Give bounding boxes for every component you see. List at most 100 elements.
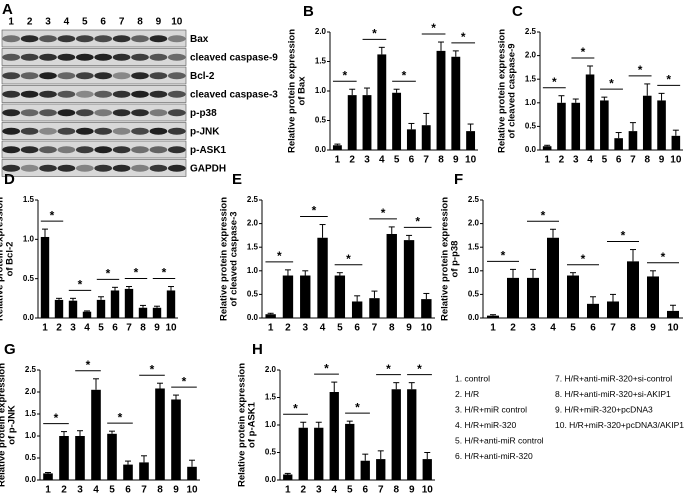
blot-band <box>20 109 39 117</box>
x-tick-label: 10 <box>186 485 198 495</box>
bar <box>329 392 339 480</box>
x-tick-label: 5 <box>109 485 115 495</box>
blot-band <box>112 53 131 61</box>
y-tick-label: 1.0 <box>265 420 277 429</box>
x-tick-label: 4 <box>331 485 337 495</box>
bar <box>436 50 446 150</box>
y-tick-label: 0.5 <box>525 122 537 131</box>
bar <box>107 433 117 480</box>
bar <box>360 460 370 480</box>
bar <box>283 474 293 480</box>
x-tick-label: 1 <box>285 485 291 495</box>
bar <box>282 275 294 318</box>
x-tick-label: 3 <box>316 485 322 495</box>
legend-entry: 2. H/R <box>455 389 479 399</box>
significance-star: * <box>134 266 139 280</box>
significance-star: * <box>381 206 386 220</box>
blot-band <box>2 53 21 61</box>
y-axis-label: of p-JNK <box>7 405 18 445</box>
blot-band <box>20 146 39 154</box>
bar <box>567 275 579 318</box>
blot-band <box>112 35 131 43</box>
bar <box>43 473 53 480</box>
x-tick-label: 8 <box>438 155 444 166</box>
bar <box>369 298 380 318</box>
blot-band <box>167 164 186 172</box>
x-tick-label: 1 <box>544 155 550 166</box>
x-tick-label: 6 <box>362 485 368 495</box>
x-tick-label: 10 <box>421 323 433 334</box>
x-tick-label: 2 <box>61 485 67 495</box>
blot-band <box>20 53 39 61</box>
y-axis-label: of cleaved caspase-9 <box>507 43 518 138</box>
blot-band <box>112 72 131 80</box>
blot-band <box>149 164 168 172</box>
lane-number: 5 <box>82 17 88 28</box>
significance-star: * <box>501 249 506 263</box>
blot-band <box>112 164 131 172</box>
blot-band <box>167 72 186 80</box>
y-tick-label: 1.5 <box>25 409 37 418</box>
blot-band <box>20 127 39 135</box>
protein-label: p-JNK <box>190 126 220 137</box>
significance-star: * <box>106 266 111 280</box>
panel-letter: G <box>4 341 16 358</box>
significance-star: * <box>346 252 351 266</box>
bar <box>139 462 149 480</box>
blot-band <box>112 146 131 154</box>
x-tick-label: 10 <box>422 485 434 495</box>
bar <box>627 261 639 318</box>
legend-entry: 9. H/R+miR-320+pcDNA3 <box>555 404 653 414</box>
y-axis-label: Relative protein expression <box>497 29 508 153</box>
blot-strip <box>1 29 187 48</box>
legend-entry: 10. H/R+miR-320+pcDNA3/AKIP1 <box>555 420 684 430</box>
lane-number: 10 <box>171 17 183 28</box>
blot-strip <box>1 103 187 122</box>
blot-band <box>94 72 113 80</box>
blot-band <box>167 127 186 135</box>
significance-star: * <box>372 27 377 41</box>
y-tick-label: 0.0 <box>247 313 259 322</box>
y-tick-label: 1.0 <box>25 431 37 440</box>
bar <box>527 277 539 318</box>
blot-band <box>131 109 149 117</box>
blot-band <box>39 35 57 43</box>
panel-letter: E <box>232 171 242 188</box>
x-tick-label: 3 <box>70 323 76 334</box>
blot-band <box>39 127 57 135</box>
bar <box>671 135 681 150</box>
blot-band <box>131 53 149 61</box>
significance-star: * <box>150 362 155 376</box>
x-tick-label: 5 <box>394 155 400 166</box>
x-tick-label: 5 <box>347 485 353 495</box>
y-tick-label: 2.5 <box>468 195 480 204</box>
bar <box>82 311 92 318</box>
blot-band <box>94 164 113 172</box>
bar <box>587 303 599 318</box>
lane-number: 6 <box>100 17 106 28</box>
y-axis-label: of p-p38 <box>450 241 461 278</box>
x-tick-label: 4 <box>550 323 556 334</box>
blot-band <box>75 90 94 98</box>
bar <box>166 290 176 318</box>
blot-strip <box>1 48 187 66</box>
bar <box>351 301 363 318</box>
bar <box>542 146 552 150</box>
bar <box>547 237 559 318</box>
bar <box>110 290 120 318</box>
y-tick-label: 0.0 <box>525 145 537 154</box>
bar <box>487 315 499 318</box>
x-tick-label: 4 <box>93 485 99 495</box>
bar <box>345 423 355 480</box>
y-tick-label: 0.5 <box>315 116 327 125</box>
lane-number: 1 <box>8 17 14 28</box>
bar <box>317 237 328 318</box>
bar <box>376 459 386 480</box>
y-tick-label: 0.5 <box>25 453 37 462</box>
blot-strip <box>1 66 187 85</box>
bar <box>667 310 679 318</box>
blot-band <box>94 53 113 61</box>
x-tick-label: 7 <box>372 323 378 334</box>
x-tick-label: 9 <box>453 155 459 166</box>
significance-star: * <box>162 266 167 280</box>
